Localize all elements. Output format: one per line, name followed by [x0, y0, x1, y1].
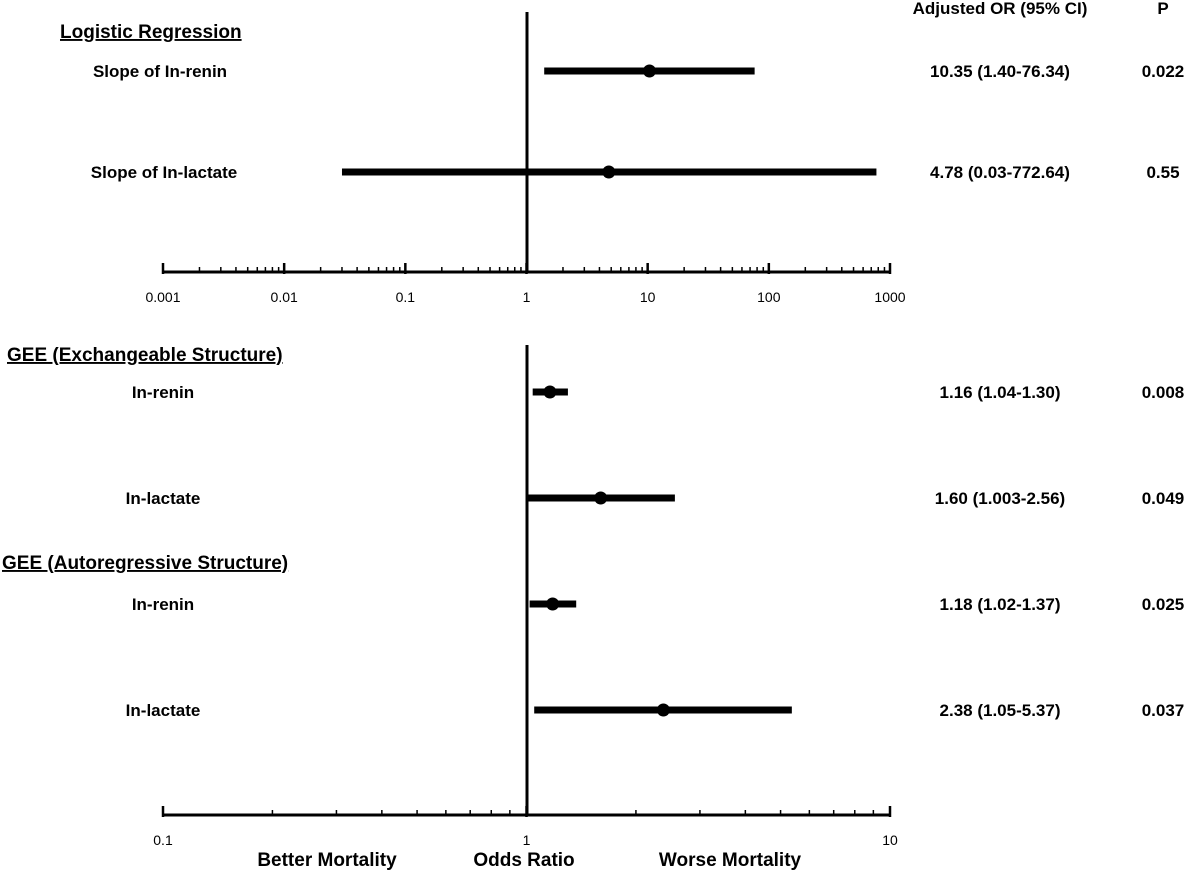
logistic-rows: Slope of In-renin 10.35 (1.40-76.34) 0.022…: [91, 62, 1184, 182]
x-axis-bottom-minor-ticks: [271, 810, 875, 815]
x-axis-top-minor-ticks: [198, 267, 886, 272]
x-axis-bottom-tick-label: 10: [882, 832, 898, 848]
x-axis-bottom-ticks: 0.1 1 10: [153, 806, 898, 848]
row-label: In-renin: [132, 595, 194, 614]
x-axis-bottom-tick-label: 0.1: [153, 832, 173, 848]
x-axis-top-tick-label: 1: [523, 289, 531, 305]
x-axis-top-tick-label: 0.1: [396, 289, 416, 305]
x-axis-top-ticks: 0.001 0.01 0.1 1 10 100 1000: [145, 263, 906, 305]
x-axis-top-tick-label: 0.001: [145, 289, 180, 305]
point-estimate: [594, 491, 608, 505]
x-axis-bottom-tick-label: 1: [523, 832, 531, 848]
p-value-text: 0.025: [1142, 595, 1185, 614]
or-ci-text: 1.60 (1.003-2.56): [935, 489, 1065, 508]
point-estimate: [543, 385, 557, 399]
point-estimate: [602, 165, 616, 179]
p-value-text: 0.049: [1142, 489, 1185, 508]
gee-panel: GEE (Exchangeable Structure) GEE (Autore…: [2, 345, 1184, 871]
or-ci-text: 4.78 (0.03-772.64): [930, 163, 1070, 182]
row-label: In-renin: [132, 383, 194, 402]
x-axis-top-tick-label: 100: [757, 289, 781, 305]
or-column-header: Adjusted OR (95% CI): [913, 0, 1088, 18]
point-estimate: [642, 64, 656, 78]
p-value-text: 0.55: [1146, 163, 1179, 182]
odds-ratio-label: Odds Ratio: [473, 850, 574, 871]
logistic-regression-panel: Logistic Regression 0.001 0.01 0.1 1 10 100 10…: [60, 12, 1184, 305]
row-label: Slope of In-lactate: [91, 163, 237, 182]
or-ci-text: 10.35 (1.40-76.34): [930, 62, 1070, 81]
point-estimate: [656, 703, 670, 717]
p-value-text: 0.008: [1142, 383, 1185, 402]
section-title-logistic: Logistic Regression: [60, 22, 242, 43]
p-column-header: P: [1157, 0, 1168, 18]
better-mortality-label: Better Mortality: [257, 850, 397, 871]
section-title-gee-exchangeable: GEE (Exchangeable Structure): [7, 345, 283, 366]
or-ci-text: 1.18 (1.02-1.37): [940, 595, 1061, 614]
x-axis-top-tick-label: 1000: [874, 289, 905, 305]
or-ci-text: 1.16 (1.04-1.30): [940, 383, 1061, 402]
worse-mortality-label: Worse Mortality: [659, 850, 802, 871]
p-value-text: 0.022: [1142, 62, 1185, 81]
p-value-text: 0.037: [1142, 701, 1185, 720]
point-estimate: [546, 597, 560, 611]
row-label: In-lactate: [126, 489, 201, 508]
section-title-gee-autoregressive: GEE (Autoregressive Structure): [2, 553, 288, 574]
x-axis-top-tick-label: 0.01: [271, 289, 298, 305]
row-label: Slope of In-renin: [93, 62, 227, 81]
row-label: In-lactate: [126, 701, 201, 720]
gee-rows: In-renin 1.16 (1.04-1.30) 0.008 In-lactate 1…: [126, 383, 1185, 720]
x-axis-top-tick-label: 10: [640, 289, 656, 305]
or-ci-text: 2.38 (1.05-5.37): [940, 701, 1061, 720]
